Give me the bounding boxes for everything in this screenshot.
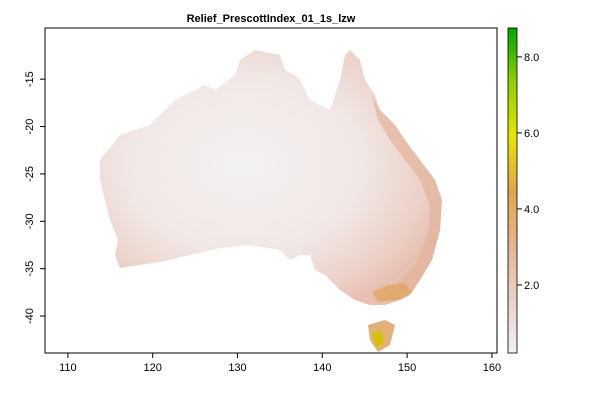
tasmania-relief xyxy=(372,330,384,349)
chart-title: Relief_PrescottIndex_01_1s_lzw xyxy=(187,13,356,25)
y-tick-label: -30 xyxy=(24,213,36,229)
alps-relief xyxy=(372,283,412,302)
y-tick-label: -20 xyxy=(24,119,36,135)
y-tick-label: -15 xyxy=(24,71,36,87)
x-tick-label: 130 xyxy=(228,362,246,374)
mainland xyxy=(100,50,442,305)
x-tick-label: 110 xyxy=(59,362,77,374)
east-coast-relief xyxy=(372,95,442,300)
colorbar-tick-label: 6.0 xyxy=(524,128,539,140)
colorbar-tick-label: 8.0 xyxy=(524,52,539,64)
x-tick-label: 120 xyxy=(144,362,162,374)
x-tick-label: 160 xyxy=(483,362,501,374)
y-tick-label: -25 xyxy=(24,166,36,182)
x-tick-label: 150 xyxy=(398,362,416,374)
y-tick-label: -35 xyxy=(24,261,36,277)
plot-frame xyxy=(44,27,498,354)
map-raster xyxy=(100,50,442,352)
colorbar xyxy=(507,27,518,354)
x-tick-label: 140 xyxy=(313,362,331,374)
colorbar-tick-label: 4.0 xyxy=(524,204,539,216)
colorbar-tick-label: 2.0 xyxy=(524,280,539,292)
y-tick-label: -40 xyxy=(24,308,36,324)
